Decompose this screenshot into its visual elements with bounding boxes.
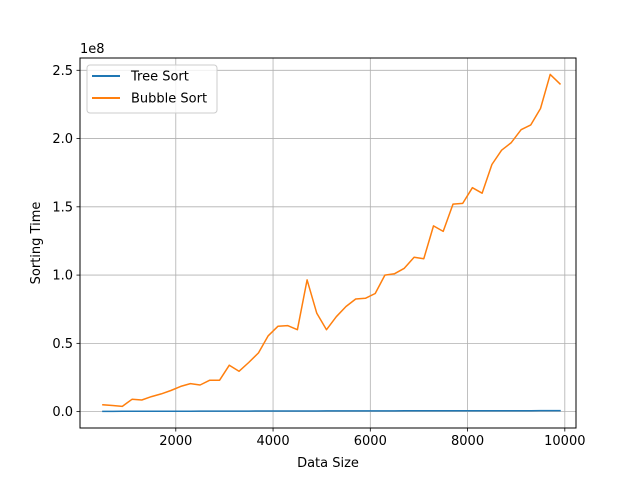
y-axis-offset-label: 1e8 xyxy=(80,42,105,57)
x-tick-label: 2000 xyxy=(159,434,192,449)
legend: Tree Sort Bubble Sort xyxy=(86,64,218,114)
series-line-bubble-sort xyxy=(102,73,562,408)
legend-entry-label: Bubble Sort xyxy=(131,92,207,107)
y-axis-label: Sorting Time xyxy=(29,202,44,285)
x-tick-label: 10000 xyxy=(544,434,585,449)
y-tick-label: 1.5 xyxy=(52,200,73,215)
x-tick-label: 6000 xyxy=(354,434,387,449)
plot-series xyxy=(102,73,562,413)
plot-area xyxy=(80,58,576,428)
y-axis-ticks: 0.0 0.5 1.0 1.5 2.0 2.5 xyxy=(52,64,80,420)
x-axis-ticks: 2000 4000 6000 8000 10000 xyxy=(159,428,585,449)
x-axis-label: Data Size xyxy=(297,456,359,471)
plot-frame xyxy=(79,57,577,429)
y-tick-label: 1.0 xyxy=(52,269,73,284)
y-tick-label: 0.5 xyxy=(52,337,73,352)
y-tick-label: 2.5 xyxy=(52,64,73,79)
y-tick-label: 0.0 xyxy=(52,405,73,420)
series-line-tree-sort xyxy=(102,409,561,413)
legend-entry-label: Tree Sort xyxy=(130,70,189,85)
y-tick-label: 2.0 xyxy=(52,132,73,147)
x-tick-label: 8000 xyxy=(451,434,484,449)
x-tick-label: 4000 xyxy=(257,434,290,449)
